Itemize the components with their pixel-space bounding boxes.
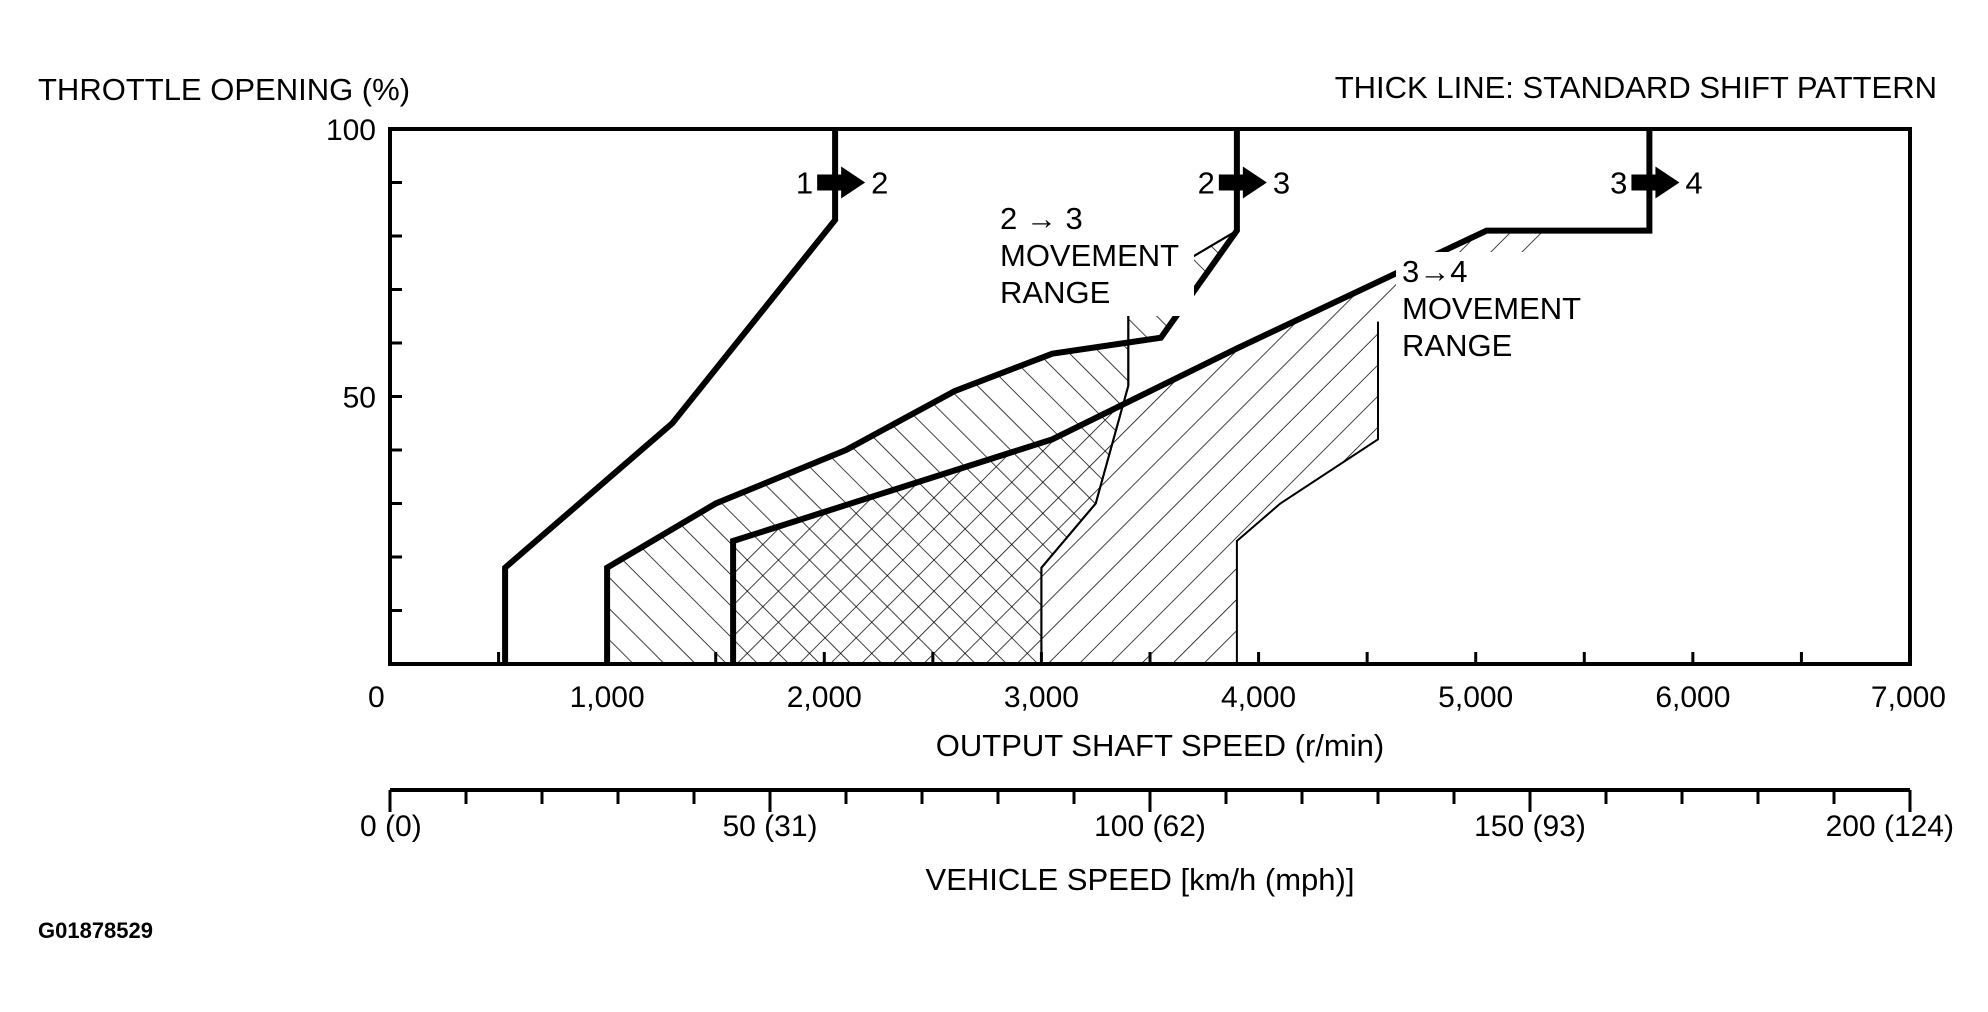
shift-from-label: 3	[1610, 166, 1627, 201]
x2-tick-label: 50 (31)	[722, 810, 817, 843]
vehicle-speed-axis-ticks: 0 (0) 50 (31) 100 (62) 150 (93) 200 (124)	[360, 790, 1954, 843]
x-tick-label: 5,000	[1438, 681, 1513, 714]
movement-range-label-line: 3→4	[1402, 254, 1467, 289]
movement-range-label-line: 2 → 3	[1000, 201, 1083, 236]
movement-range-label-line: MOVEMENT	[1402, 291, 1581, 326]
movement-range-label-bg-2	[1396, 252, 1596, 369]
x2-tick-label: 0 (0)	[360, 810, 422, 843]
movement-range-label-line: MOVEMENT	[1000, 238, 1179, 273]
x-tick-label: 2,000	[787, 681, 862, 714]
movement-range-label-line: RANGE	[1402, 328, 1512, 363]
x-tick-label: 0	[368, 681, 385, 714]
shift-arrow-3	[1631, 166, 1680, 199]
x2-tick-label: 200 (124)	[1826, 810, 1954, 843]
shift-arrow-1	[817, 166, 866, 199]
shift-from-label: 1	[796, 166, 813, 201]
shift-arrows: 1 2 2 3 3 4	[796, 166, 1703, 201]
x2-axis-title: VEHICLE SPEED [km/h (mph)]	[926, 862, 1355, 897]
movement-range-edge-2	[1235, 321, 1379, 664]
movement-range-2	[733, 230, 1574, 664]
x-tick-label: 4,000	[1221, 681, 1296, 714]
x2-tick-label: 150 (93)	[1474, 810, 1586, 843]
x2-tick-label: 100 (62)	[1094, 810, 1206, 843]
x-axis-title: OUTPUT SHAFT SPEED (r/min)	[936, 728, 1384, 763]
shift-to-label: 2	[871, 166, 888, 201]
y-axis-ticks: 50 100	[326, 114, 402, 666]
shift-from-label: 2	[1198, 166, 1215, 201]
shift-line-2	[604, 129, 1240, 664]
shift-arrow-2	[1218, 166, 1267, 199]
chart-title: THICK LINE: STANDARD SHIFT PATTERN	[1335, 70, 1937, 105]
x-tick-label: 7,000	[1871, 681, 1946, 714]
shift-to-label: 4	[1685, 166, 1702, 201]
movement-range-label-bg-1	[994, 199, 1194, 316]
figure-id: G01878529	[38, 918, 153, 943]
y-tick-label: 50	[343, 382, 376, 415]
y-tick-label: 100	[326, 114, 376, 147]
shift-line-3	[730, 129, 1653, 664]
x-tick-label: 3,000	[1004, 681, 1079, 714]
movement-range-label-line: RANGE	[1000, 275, 1110, 310]
shift-to-label: 3	[1273, 166, 1290, 201]
x-tick-label: 1,000	[570, 681, 645, 714]
x-tick-label: 6,000	[1655, 681, 1730, 714]
y-axis-title: THROTTLE OPENING (%)	[38, 72, 410, 107]
x-axis-ticks: 0 1,000 2,000 3,000 4,000 5,000 6,000 7,000	[368, 652, 1946, 714]
